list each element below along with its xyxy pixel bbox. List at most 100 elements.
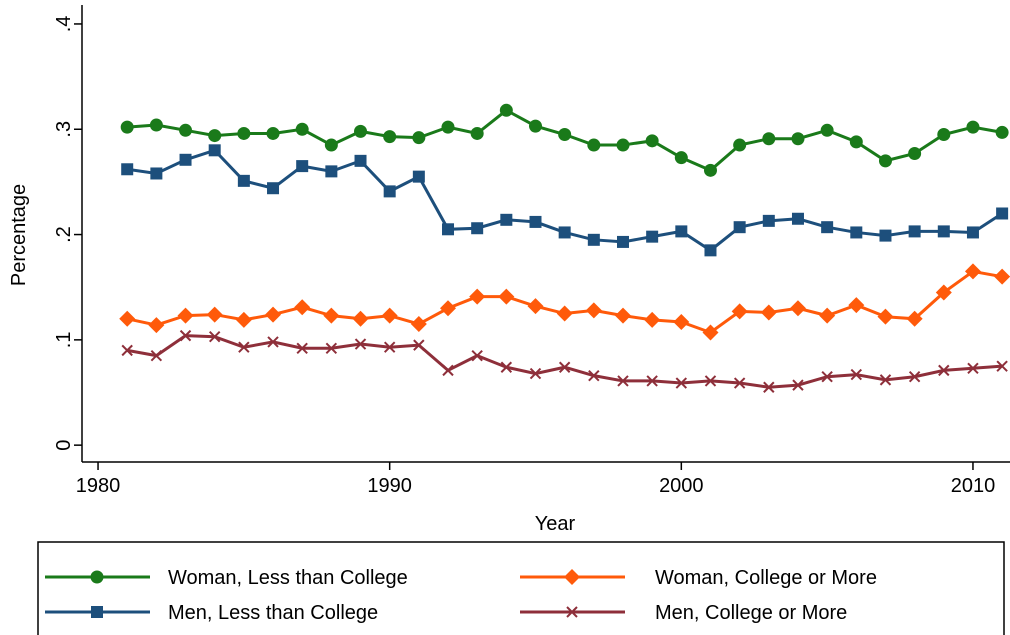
marker bbox=[587, 138, 601, 152]
marker bbox=[383, 341, 396, 353]
marker bbox=[120, 120, 134, 134]
marker bbox=[850, 226, 863, 239]
legend-label: Woman, Less than College bbox=[168, 567, 408, 589]
marker bbox=[179, 153, 192, 166]
marker bbox=[179, 329, 192, 342]
y-tick-label: 0 bbox=[53, 440, 75, 451]
y-tick-label: .2 bbox=[53, 226, 75, 243]
marker bbox=[558, 361, 571, 373]
marker bbox=[789, 300, 806, 317]
marker bbox=[760, 304, 777, 321]
marker bbox=[442, 364, 454, 377]
marker bbox=[381, 307, 398, 324]
marker bbox=[564, 569, 580, 585]
marker bbox=[150, 167, 163, 180]
marker bbox=[558, 226, 571, 239]
marker bbox=[614, 307, 631, 324]
marker bbox=[471, 349, 483, 362]
y-tick-label: .4 bbox=[53, 16, 75, 33]
marker bbox=[821, 221, 834, 234]
marker bbox=[762, 214, 775, 227]
marker bbox=[296, 342, 308, 354]
marker bbox=[566, 606, 578, 618]
legend-box bbox=[37, 541, 1005, 635]
marker bbox=[238, 341, 250, 353]
marker bbox=[646, 230, 659, 243]
marker bbox=[906, 310, 923, 327]
marker bbox=[177, 307, 194, 324]
marker bbox=[354, 124, 368, 138]
marker bbox=[762, 132, 776, 146]
marker bbox=[821, 370, 833, 383]
marker bbox=[791, 212, 804, 225]
marker bbox=[91, 606, 103, 618]
marker bbox=[877, 308, 894, 325]
x-tick-label: 1980 bbox=[76, 475, 121, 497]
marker bbox=[208, 144, 221, 157]
marker bbox=[149, 118, 163, 132]
marker bbox=[296, 160, 309, 173]
marker bbox=[850, 368, 863, 381]
marker bbox=[179, 123, 193, 137]
marker bbox=[413, 339, 425, 351]
marker bbox=[265, 306, 282, 323]
marker bbox=[938, 364, 950, 377]
marker bbox=[412, 170, 425, 183]
marker bbox=[471, 222, 484, 235]
marker bbox=[964, 263, 981, 280]
marker bbox=[529, 367, 542, 380]
marker bbox=[500, 361, 513, 373]
marker bbox=[352, 310, 369, 327]
marker bbox=[500, 213, 513, 226]
marker bbox=[733, 221, 746, 234]
marker bbox=[556, 305, 573, 322]
series-line bbox=[126, 269, 1003, 335]
marker bbox=[119, 310, 136, 327]
x-tick-label: 2000 bbox=[659, 475, 704, 497]
marker bbox=[849, 135, 863, 149]
marker bbox=[498, 288, 515, 305]
marker bbox=[325, 165, 338, 178]
marker bbox=[908, 225, 921, 238]
marker bbox=[585, 302, 602, 319]
marker bbox=[908, 146, 922, 160]
marker bbox=[237, 174, 250, 187]
marker bbox=[90, 570, 104, 584]
marker bbox=[763, 381, 775, 393]
marker bbox=[702, 324, 719, 341]
marker bbox=[323, 307, 340, 324]
marker bbox=[208, 330, 221, 343]
marker bbox=[410, 316, 427, 333]
marker bbox=[235, 311, 252, 328]
marker bbox=[908, 370, 921, 383]
marker bbox=[470, 126, 484, 140]
marker bbox=[996, 207, 1009, 220]
marker bbox=[441, 120, 455, 134]
marker bbox=[617, 375, 629, 387]
marker bbox=[440, 300, 457, 317]
marker bbox=[995, 125, 1009, 139]
marker bbox=[469, 288, 486, 305]
legend-label: Woman, College or More bbox=[655, 567, 877, 589]
marker bbox=[674, 151, 688, 165]
marker bbox=[645, 134, 659, 148]
marker bbox=[673, 313, 690, 330]
marker bbox=[237, 126, 251, 140]
marker bbox=[966, 226, 979, 239]
marker bbox=[879, 229, 892, 242]
x-tick-label: 2010 bbox=[951, 475, 996, 497]
marker bbox=[675, 377, 688, 389]
marker bbox=[527, 298, 544, 315]
marker bbox=[324, 138, 338, 152]
marker bbox=[731, 303, 748, 320]
marker bbox=[121, 344, 133, 357]
marker bbox=[529, 119, 543, 133]
marker bbox=[820, 123, 834, 137]
marker bbox=[879, 374, 892, 386]
marker bbox=[704, 244, 717, 257]
marker bbox=[442, 223, 455, 236]
marker bbox=[935, 284, 952, 301]
marker bbox=[499, 103, 513, 117]
marker bbox=[383, 185, 396, 198]
marker bbox=[266, 126, 280, 140]
